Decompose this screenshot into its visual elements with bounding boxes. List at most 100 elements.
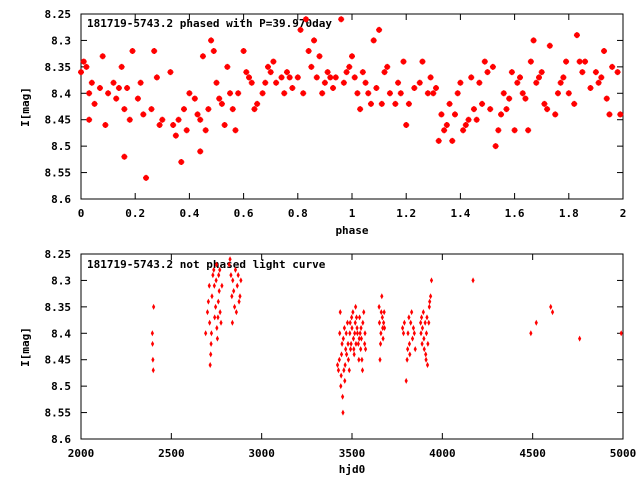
x-tick-label: 0	[78, 207, 85, 220]
data-point	[207, 282, 211, 289]
data-point	[214, 261, 219, 268]
x-axis-label: phase	[335, 224, 368, 237]
x-tick-label: 0.6	[234, 207, 254, 220]
x-axis-label: hjd0	[339, 463, 366, 476]
data-point	[471, 277, 475, 284]
data-point	[340, 340, 344, 347]
data-point	[115, 85, 122, 91]
data-point	[407, 340, 412, 347]
data-point	[337, 356, 341, 363]
data-point	[251, 106, 258, 113]
data-point	[346, 356, 350, 363]
data-point	[428, 293, 433, 300]
data-point	[438, 111, 445, 118]
data-point	[264, 63, 271, 70]
x-tick-label: 1.4	[450, 207, 470, 220]
data-point	[357, 314, 362, 321]
y-axis-label: I[mag]	[19, 87, 32, 127]
data-point	[186, 90, 193, 97]
y-tick-label: 8.25	[45, 8, 72, 21]
chart-title: 181719-5743.2 phased with P=39.970day	[87, 17, 332, 30]
data-point	[210, 48, 217, 54]
data-point	[468, 74, 475, 81]
data-point	[508, 69, 515, 76]
data-point	[517, 74, 524, 81]
data-point	[400, 325, 405, 331]
data-point	[419, 58, 426, 65]
data-point	[573, 32, 580, 39]
data-point	[86, 116, 93, 123]
data-point	[211, 272, 215, 279]
data-point	[124, 85, 131, 91]
data-point	[373, 85, 380, 91]
data-point	[534, 319, 538, 326]
data-point	[420, 325, 425, 331]
data-point	[246, 74, 253, 81]
data-point	[99, 53, 106, 60]
data-point	[209, 330, 214, 337]
data-point	[319, 90, 326, 97]
data-point	[422, 346, 426, 353]
data-point	[406, 346, 410, 353]
data-point	[617, 111, 624, 118]
data-point	[544, 106, 551, 113]
data-point	[351, 74, 358, 81]
data-point	[603, 95, 610, 102]
data-point	[411, 325, 416, 331]
data-point	[465, 116, 472, 123]
data-point	[216, 314, 220, 321]
data-point	[230, 319, 234, 326]
data-point	[392, 100, 399, 107]
data-point	[302, 16, 309, 23]
data-point	[355, 325, 359, 331]
data-point	[289, 85, 296, 91]
data-point	[273, 79, 280, 86]
data-point	[339, 372, 343, 379]
data-point	[378, 100, 385, 107]
data-point	[343, 69, 350, 76]
data-point	[342, 367, 346, 374]
data-point	[172, 132, 179, 139]
data-point	[410, 309, 414, 316]
data-point	[441, 127, 448, 134]
x-tick-label: 4500	[519, 447, 546, 460]
data-point	[212, 266, 216, 273]
data-point	[360, 356, 364, 363]
data-point	[354, 303, 358, 310]
data-point	[152, 303, 156, 310]
data-point	[506, 95, 513, 102]
data-point	[231, 277, 235, 284]
data-point	[83, 63, 90, 70]
y-tick-label: 8.25	[45, 248, 72, 261]
data-point	[348, 319, 352, 326]
data-point	[347, 367, 351, 374]
y-tick-label: 8.6	[51, 193, 71, 206]
data-point	[425, 362, 430, 368]
data-point	[529, 330, 533, 337]
data-point	[204, 330, 208, 337]
data-point	[360, 367, 365, 374]
data-point	[410, 335, 415, 342]
data-point	[357, 356, 361, 363]
y-tick-label: 8.4	[51, 87, 71, 100]
data-point	[283, 69, 290, 76]
data-point	[219, 319, 223, 326]
data-point	[355, 330, 360, 337]
data-point	[412, 330, 416, 337]
data-point	[533, 79, 540, 86]
data-point	[300, 90, 307, 97]
data-point	[377, 303, 381, 310]
data-point	[429, 277, 434, 284]
data-point	[420, 340, 424, 347]
data-point	[330, 85, 337, 91]
data-point	[427, 319, 431, 326]
data-point	[435, 137, 442, 144]
data-point	[419, 330, 423, 337]
data-point	[601, 48, 608, 54]
data-point	[216, 95, 223, 102]
data-point	[150, 340, 155, 347]
data-point	[386, 90, 393, 97]
data-point	[382, 325, 387, 331]
data-point	[359, 346, 363, 353]
